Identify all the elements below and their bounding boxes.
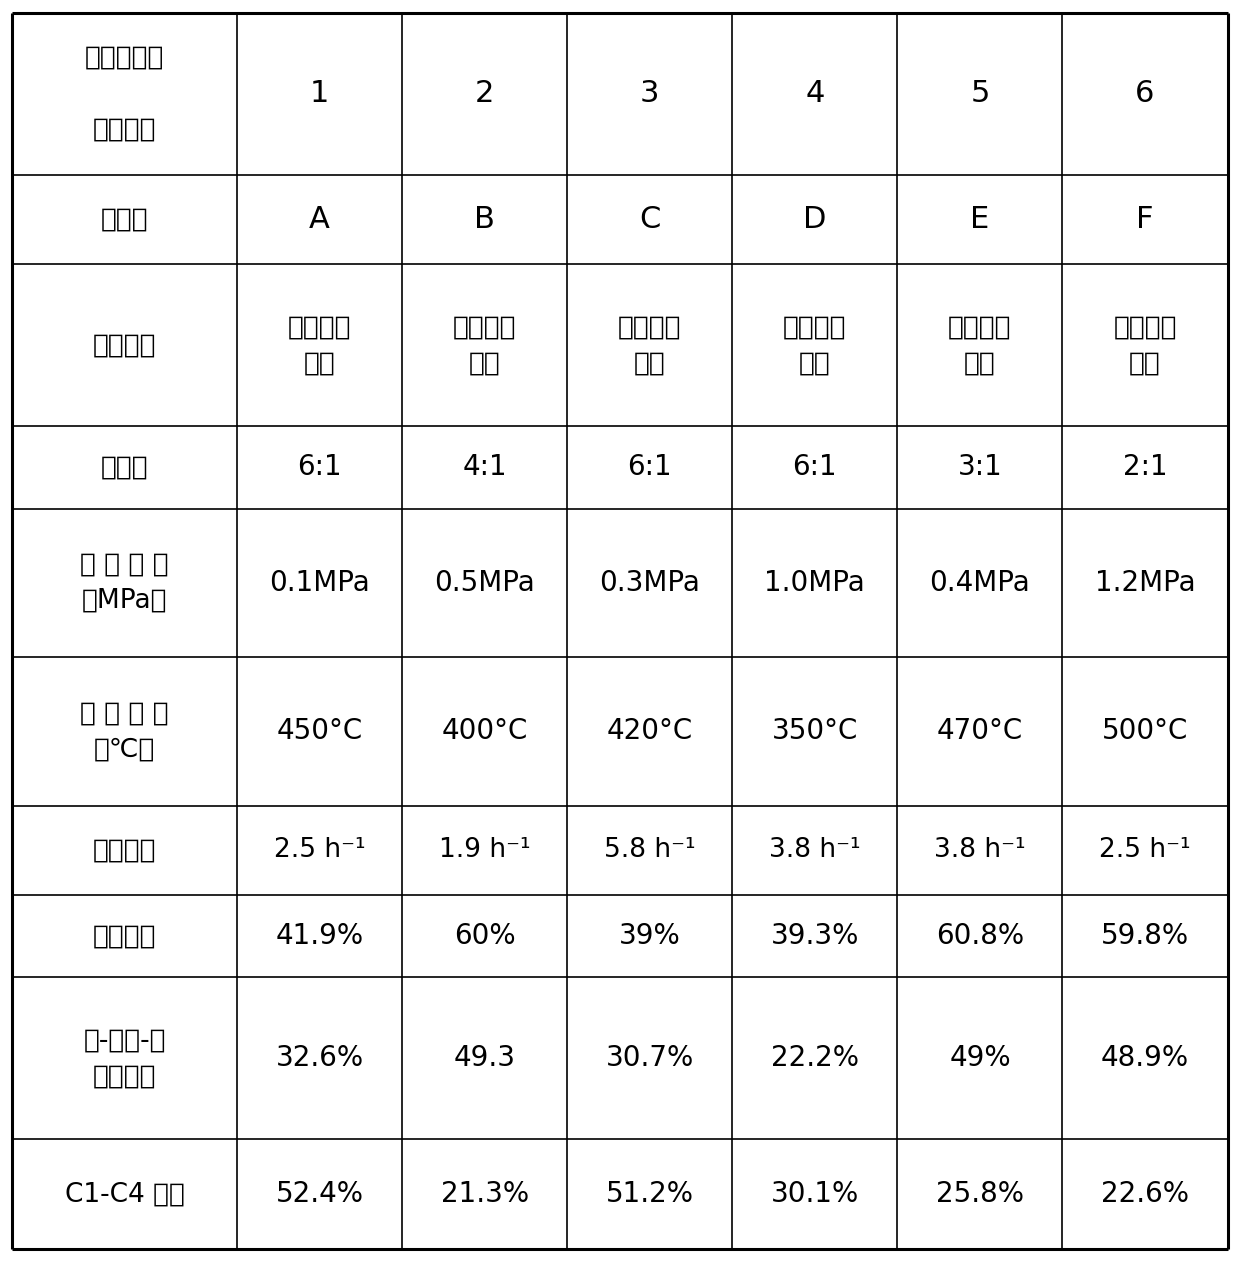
Text: 60%: 60%	[454, 923, 516, 950]
Text: 异丁醇：
乙醇: 异丁醇： 乙醇	[453, 314, 516, 376]
Text: 48.9%: 48.9%	[1101, 1045, 1189, 1073]
Text: 0.5MPa: 0.5MPa	[434, 569, 534, 597]
Text: 0.4MPa: 0.4MPa	[930, 569, 1030, 597]
Text: 1.2MPa: 1.2MPa	[1095, 569, 1195, 597]
Text: 1: 1	[310, 80, 330, 109]
Text: 6:1: 6:1	[627, 453, 672, 482]
Text: B: B	[474, 204, 495, 233]
Text: 39%: 39%	[619, 923, 681, 950]
Text: D: D	[804, 204, 827, 233]
Text: 正丁醇：
乙醇: 正丁醇： 乙醇	[949, 314, 1012, 376]
Text: 2.5 h⁻¹: 2.5 h⁻¹	[274, 837, 366, 863]
Text: 体积比: 体积比	[100, 454, 149, 481]
Text: C: C	[639, 204, 661, 233]
Text: 32.6%: 32.6%	[275, 1045, 363, 1073]
Text: 实施例及对

比例编号: 实施例及对 比例编号	[86, 44, 165, 143]
Text: 500°C: 500°C	[1102, 717, 1188, 746]
Text: 59.8%: 59.8%	[1101, 923, 1189, 950]
Text: 470°C: 470°C	[937, 717, 1023, 746]
Text: 2.5 h⁻¹: 2.5 h⁻¹	[1099, 837, 1190, 863]
Text: 反 应 温 度
（℃）: 反 应 温 度 （℃）	[81, 700, 169, 762]
Text: 液体收率: 液体收率	[93, 923, 156, 949]
Text: 原料空速: 原料空速	[93, 837, 156, 863]
Text: 异丁醇：
甲醇: 异丁醇： 甲醇	[1114, 314, 1177, 376]
Text: 5: 5	[970, 80, 990, 109]
Text: 正丁醇：
甲醇: 正丁醇： 甲醇	[618, 314, 682, 376]
Text: 催化剂: 催化剂	[100, 207, 149, 232]
Text: 22.6%: 22.6%	[1101, 1180, 1189, 1209]
Text: 3: 3	[640, 80, 660, 109]
Text: 30.1%: 30.1%	[771, 1180, 859, 1209]
Text: 60.8%: 60.8%	[936, 923, 1024, 950]
Text: 51.2%: 51.2%	[606, 1180, 693, 1209]
Text: 25.8%: 25.8%	[936, 1180, 1024, 1209]
Text: 正丁醇：
乙醇: 正丁醇： 乙醇	[288, 314, 351, 376]
Text: 400°C: 400°C	[441, 717, 528, 746]
Text: 1.9 h⁻¹: 1.9 h⁻¹	[439, 837, 531, 863]
Text: 0.3MPa: 0.3MPa	[599, 569, 701, 597]
Text: 3.8 h⁻¹: 3.8 h⁻¹	[934, 837, 1025, 863]
Text: 2: 2	[475, 80, 495, 109]
Text: 6:1: 6:1	[792, 453, 837, 482]
Text: 4:1: 4:1	[463, 453, 507, 482]
Text: 异丁醇：
甲醇: 异丁醇： 甲醇	[784, 314, 847, 376]
Text: 原料组成: 原料组成	[93, 332, 156, 358]
Text: C1-C4 收率: C1-C4 收率	[64, 1181, 185, 1208]
Text: 350°C: 350°C	[771, 717, 858, 746]
Text: 4: 4	[805, 80, 825, 109]
Text: 苯-甲苯-二
甲苯收率: 苯-甲苯-二 甲苯收率	[83, 1027, 166, 1089]
Text: E: E	[971, 204, 990, 233]
Text: 3:1: 3:1	[957, 453, 1002, 482]
Text: 5.8 h⁻¹: 5.8 h⁻¹	[604, 837, 696, 863]
Text: 22.2%: 22.2%	[771, 1045, 859, 1073]
Text: 39.3%: 39.3%	[770, 923, 859, 950]
Text: 6: 6	[1136, 80, 1154, 109]
Text: 2:1: 2:1	[1122, 453, 1167, 482]
Text: 6:1: 6:1	[298, 453, 342, 482]
Text: 30.7%: 30.7%	[605, 1045, 694, 1073]
Text: 52.4%: 52.4%	[275, 1180, 363, 1209]
Text: A: A	[309, 204, 330, 233]
Text: 反 应 压 力
（MPa）: 反 应 压 力 （MPa）	[81, 551, 169, 613]
Text: F: F	[1136, 204, 1153, 233]
Text: 21.3%: 21.3%	[440, 1180, 528, 1209]
Text: 0.1MPa: 0.1MPa	[269, 569, 370, 597]
Text: 41.9%: 41.9%	[275, 923, 363, 950]
Text: 420°C: 420°C	[606, 717, 693, 746]
Text: 49.3: 49.3	[454, 1045, 516, 1073]
Text: 450°C: 450°C	[277, 717, 362, 746]
Text: 3.8 h⁻¹: 3.8 h⁻¹	[769, 837, 861, 863]
Text: 1.0MPa: 1.0MPa	[765, 569, 866, 597]
Text: 49%: 49%	[949, 1045, 1011, 1073]
